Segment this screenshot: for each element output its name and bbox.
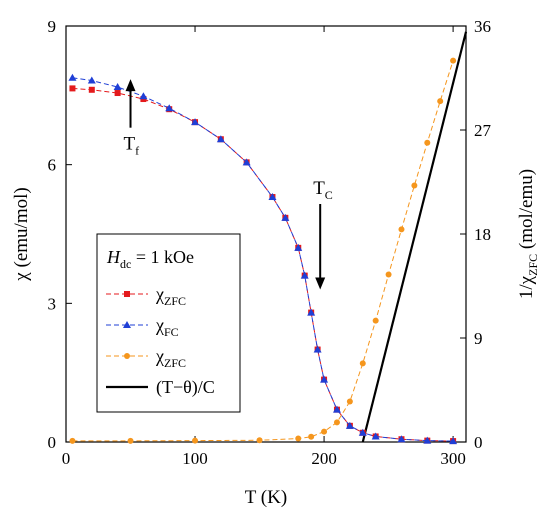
y-right-tick-label: 0 [474, 433, 483, 452]
y-axis-right-label: 1/χZFC (mol/emu) [516, 169, 540, 299]
legend-title: Hdc = 1 kOe [106, 247, 194, 271]
series-1-point [371, 432, 380, 440]
series-0-point [69, 85, 76, 92]
series-2-point [437, 98, 444, 105]
series-1-point [397, 435, 406, 443]
legend-swatch-marker [124, 291, 130, 297]
y-right-tick-label: 9 [474, 329, 483, 348]
x-tick-label: 300 [440, 449, 466, 468]
series-1-point [87, 76, 96, 84]
series-1-point [313, 345, 322, 353]
x-tick-label: 0 [62, 449, 71, 468]
series-0-point [88, 86, 95, 93]
series-2-point [192, 437, 199, 444]
legend: Hdc = 1 kOe χZFC χFC χZFC (T−θ)/C [96, 233, 241, 413]
series-1-point [242, 158, 251, 166]
x-axis-label: T (K) [245, 487, 287, 508]
annotation-arrow-head [315, 277, 326, 290]
x-tick-label: 100 [182, 449, 208, 468]
series-1-point [320, 375, 329, 383]
series-2-point [256, 437, 263, 444]
series-2-point [308, 433, 315, 440]
series-1-point [268, 193, 277, 201]
series-2-point [333, 419, 340, 426]
series-1-point [68, 73, 77, 81]
y-right-tick-label: 27 [474, 121, 492, 140]
fit-layer [361, 31, 468, 443]
annotations: Tf TC [124, 79, 333, 290]
legend-entry-1: χFC [155, 315, 179, 339]
series-2-point [127, 437, 134, 444]
series-1-line [72, 77, 454, 442]
series-2-point [411, 182, 418, 189]
legend-swatch-marker [123, 321, 131, 328]
legend-box [96, 233, 241, 413]
series-1-point [423, 436, 432, 444]
y-right-tick-label: 36 [474, 17, 491, 36]
y-left-tick-label: 0 [48, 433, 57, 452]
series-1-point [307, 308, 316, 316]
legend-entry-2: χZFC [155, 346, 186, 370]
series-2-point [398, 226, 405, 233]
series-2-point [450, 57, 457, 64]
y-left-tick-label: 9 [48, 17, 57, 36]
series-1-point [294, 243, 303, 251]
annotation-label-0: Tf [124, 134, 140, 158]
series-2-point [359, 360, 366, 367]
series-2-point [346, 398, 353, 405]
annotation-label-1: TC [313, 178, 333, 202]
y-axis-left-label: χ (emu/mol) [11, 187, 32, 281]
annotation-arrow-head [125, 79, 136, 92]
legend-entry-0: χZFC [155, 284, 186, 308]
series-1-point [139, 92, 148, 100]
y-left-tick-label: 6 [48, 156, 57, 175]
series-1-point [358, 428, 367, 436]
legend-swatch-marker [124, 353, 130, 359]
series-1-point [449, 437, 458, 445]
series-2-point [372, 317, 379, 324]
series-2-point [69, 437, 76, 444]
series-2-point [295, 435, 302, 442]
series-1-point [281, 213, 290, 221]
series-2-point [385, 271, 392, 278]
legend-entry-3: (T−θ)/C [156, 377, 215, 398]
series-1-point [332, 405, 341, 413]
series-1-point [113, 83, 122, 91]
series-1-point [345, 421, 354, 429]
y-right-tick-label: 18 [474, 225, 491, 244]
series-1-point [300, 271, 309, 279]
x-tick-label: 200 [311, 449, 337, 468]
series-0-line [72, 87, 454, 442]
y-left-tick-label: 3 [48, 294, 57, 313]
series-2-point [424, 139, 431, 146]
series-1-point [165, 104, 174, 112]
series-layer [68, 57, 458, 445]
series-2-point [321, 428, 328, 435]
fit-line [361, 31, 468, 443]
series-1-point [191, 118, 200, 126]
series-0-point [114, 90, 121, 97]
series-1-point [216, 135, 225, 143]
